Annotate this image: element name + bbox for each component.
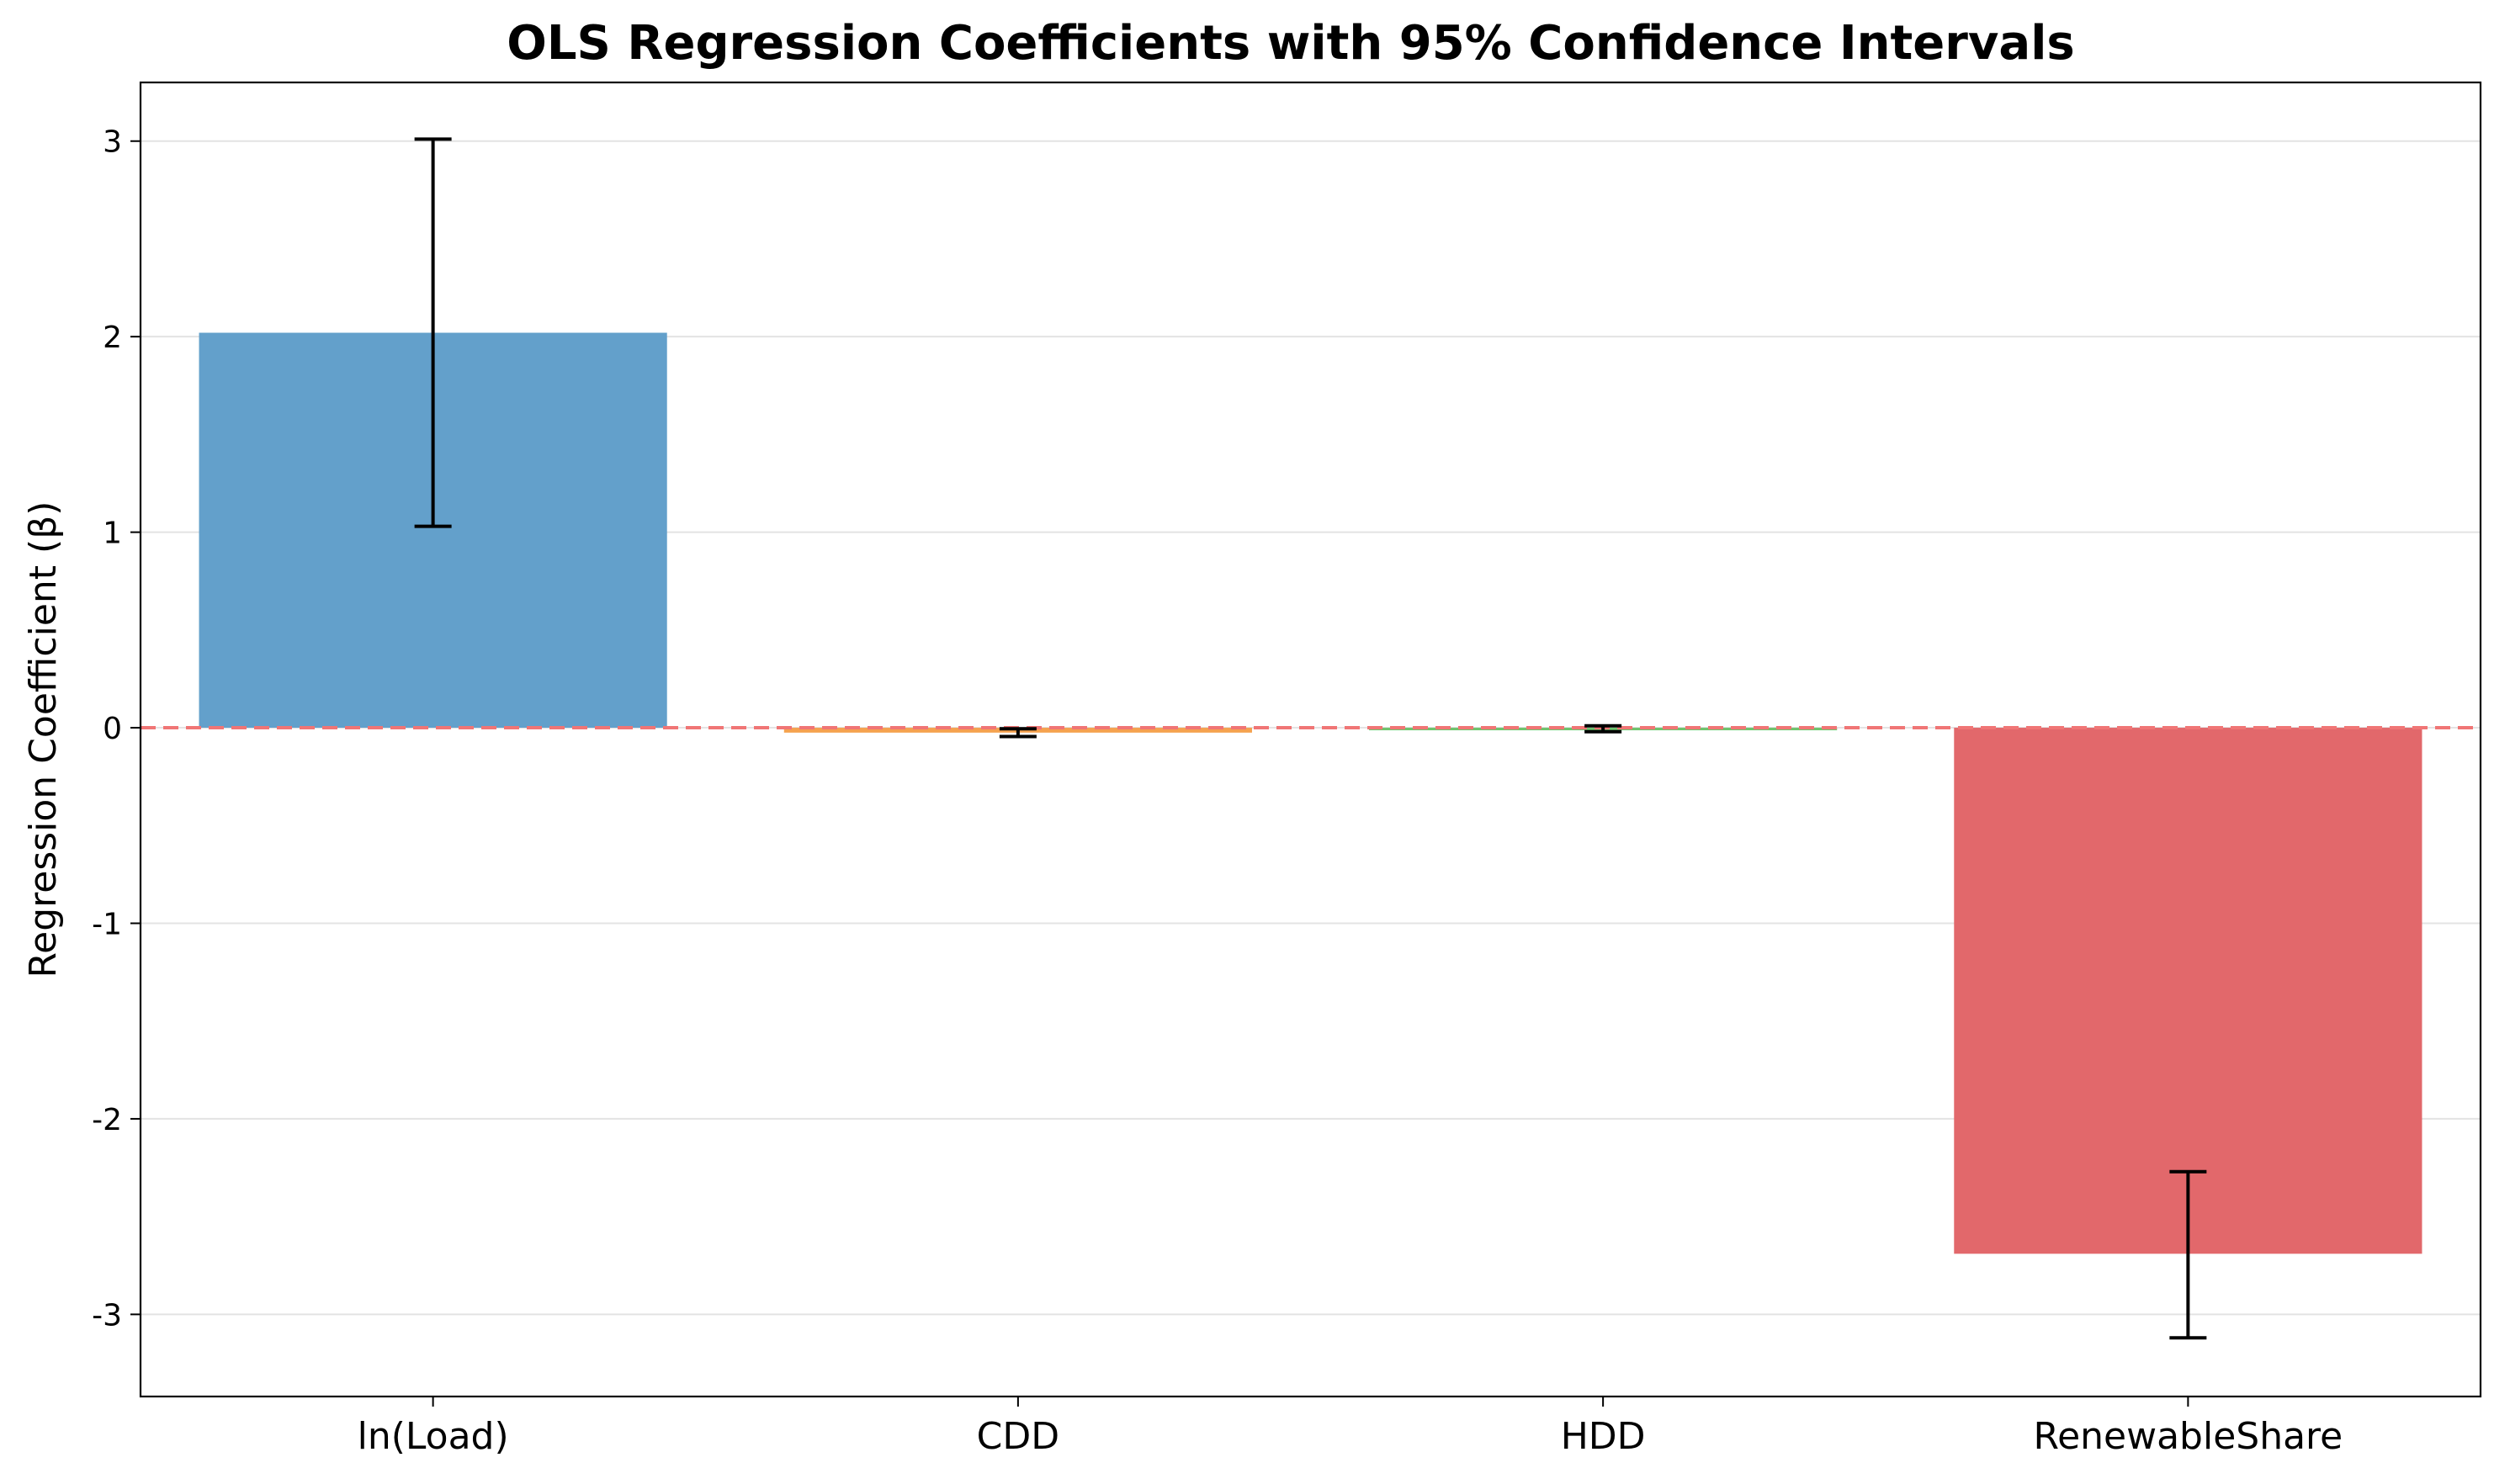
x-tick-label: HDD [1561,1415,1646,1458]
x-tick-label: CDD [977,1415,1059,1458]
y-tick-label: 1 [103,517,122,551]
y-tick-label: 3 [103,125,122,160]
y-tick-label: 2 [103,321,122,355]
x-tick-label: ln(Load) [358,1415,509,1458]
y-axis-ticks: -3 -2 -1 0 1 2 3 [92,125,141,1333]
chart-title: OLS Regression Coefficients with 95% Con… [507,16,2074,71]
y-tick-label: -1 [92,907,122,941]
y-tick-label: -3 [92,1298,122,1333]
plot-frame [139,81,2482,1398]
bar [1954,728,2422,1254]
x-axis-ticks: ln(Load) CDD HDD RenewableShare [358,1397,2343,1458]
y-axis-label: Regression Coefficient (β) [22,501,65,978]
x-tick-label: RenewableShare [2033,1415,2343,1458]
y-tick-label: 0 [103,712,122,746]
y-tick-label: -2 [92,1103,122,1137]
confidence-interval-errorbars [414,137,2207,1340]
